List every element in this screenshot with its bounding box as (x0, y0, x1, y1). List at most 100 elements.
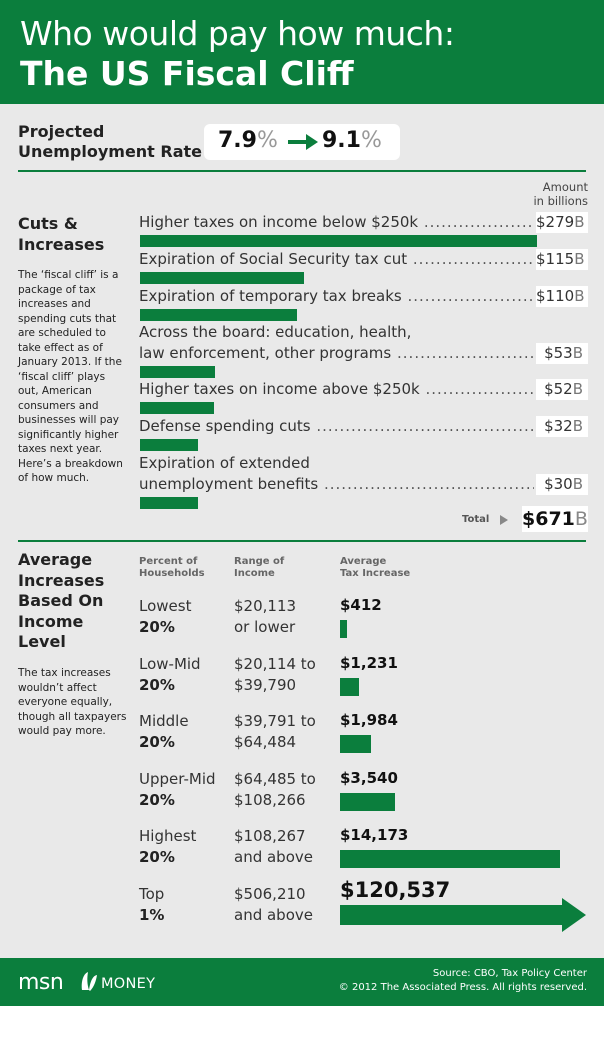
income-range: $108,267 and above (234, 827, 313, 866)
cut-item-label: Higher taxes on income below $250k .....… (139, 212, 534, 233)
cut-item-label-line: Across the board: education, health, (139, 323, 412, 341)
household-group-pct: 1% (139, 906, 165, 924)
msn-logo-text: msn (18, 970, 64, 995)
cut-item-label-line: law enforcement, other programs ........… (139, 343, 534, 364)
household-group-pct: 20% (139, 733, 175, 751)
tax-increase-value: $14,173 (340, 826, 409, 844)
cut-item-label: Expiration of extended unemployment benef… (139, 453, 534, 495)
cut-item-value: $52B (536, 379, 588, 400)
unemployment-label: Projected Unemployment Rate (18, 122, 203, 161)
unit-label: B (574, 508, 588, 530)
cut-item-value: $30B (536, 474, 588, 495)
cut-item-label-line: Defense spending cuts ..................… (139, 416, 534, 437)
bottom-strip (0, 1006, 604, 1038)
tax-increase-value: $412 (340, 596, 382, 614)
cuts-description: The ‘fiscal cliff’ is a package of tax i… (18, 269, 123, 484)
income-range: $20,113 or lower (234, 597, 297, 636)
leader-dots: ........................................… (412, 250, 534, 268)
cut-item-value: $53B (536, 343, 588, 364)
cut-item-value: $115B (536, 249, 588, 270)
total-value: $671B (522, 506, 588, 532)
leader-dots: ........................................… (407, 287, 535, 305)
income-range: $20,114 to $39,790 (234, 655, 316, 694)
footer: msn MONEY Source: CBO, Tax Policy Center… (0, 958, 604, 1006)
cut-item-label-line: Expiration of Social Security tax cut ..… (139, 249, 534, 270)
cut-item-label-line: Expiration of temporary tax breaks .....… (139, 286, 534, 307)
header-banner: Who would pay how much: The US Fiscal Cl… (0, 0, 604, 104)
tax-increase-bar-arrow (340, 898, 586, 932)
cut-item-label: Across the board: education, health, law … (139, 322, 534, 364)
cuts-title: Cuts & Increases (18, 214, 105, 254)
col-header-households: Percent of Households (139, 556, 205, 579)
leader-dots: ........................................… (397, 344, 534, 362)
household-group-pct: 20% (139, 791, 175, 809)
income-description: The tax increases wouldn’t affect everyo… (18, 667, 127, 737)
unemployment-box: 7.9% 9.1% (204, 124, 400, 160)
title-line-1: Who would pay how much: (20, 14, 455, 53)
total-value-number: $671 (522, 508, 575, 530)
money-logo-text: MONEY (101, 976, 156, 992)
income-range: $39,791 to $64,484 (234, 712, 316, 751)
income-title: Average Increases Based On Income Level (18, 550, 105, 651)
household-group-pct: 20% (139, 618, 175, 636)
total-label: Total (462, 514, 490, 525)
leader-dots: ........................................… (425, 380, 535, 398)
cut-item-label: Expiration of Social Security tax cut ..… (139, 249, 534, 270)
unemployment-from: 7.9% (218, 128, 278, 153)
cut-item-label-line: Higher taxes on income below $250k .....… (139, 212, 534, 233)
divider (18, 540, 586, 542)
pct-symbol: % (360, 128, 382, 153)
pct-symbol: % (256, 128, 278, 153)
amount-header: Amount in billions (533, 180, 588, 208)
household-group-name: Upper-Mid (139, 770, 216, 788)
household-group-name: Highest (139, 827, 197, 845)
leader-dots: ........................................… (324, 475, 534, 493)
cut-item-value: $279B (536, 212, 588, 233)
cut-item-label-line: Higher taxes on income above $250k .....… (139, 379, 534, 400)
tax-increase-value: $3,540 (340, 769, 398, 787)
cut-item-value: $110B (536, 286, 588, 307)
cut-item-bar (140, 439, 198, 451)
source-credit: Source: CBO, Tax Policy Center © 2012 Th… (338, 968, 587, 993)
tax-increase-value: $120,537 (340, 878, 451, 902)
cut-item-bar (140, 497, 198, 509)
tax-increase-bar (340, 850, 560, 868)
leader-dots: ........................................… (316, 417, 534, 435)
butterfly-logo-icon (81, 972, 97, 991)
tax-increase-bar (340, 735, 371, 753)
unemployment-from-value: 7.9 (218, 128, 257, 153)
title-line-2: The US Fiscal Cliff (20, 54, 354, 93)
tax-increase-bar (340, 620, 347, 638)
household-group-pct: 20% (139, 676, 175, 694)
triangle-right-icon (500, 515, 508, 525)
household-group-name: Top (139, 885, 165, 903)
cut-item-bar (140, 402, 214, 414)
household-group-name: Lowest (139, 597, 192, 615)
cut-item-bar (140, 235, 537, 247)
household-group-name: Middle (139, 712, 189, 730)
cut-item-label: Higher taxes on income above $250k .....… (139, 379, 534, 400)
tax-increase-bar (340, 678, 359, 696)
income-range: $64,485 to $108,266 (234, 770, 316, 809)
cut-item-bar (140, 272, 304, 284)
household-group-pct: 20% (139, 848, 175, 866)
tax-increase-value: $1,231 (340, 654, 398, 672)
cut-item-bar (140, 366, 215, 378)
divider (18, 170, 586, 172)
cut-item-label: Defense spending cuts ..................… (139, 416, 534, 437)
tax-increase-value: $1,984 (340, 711, 398, 729)
unemployment-to: 9.1% (322, 128, 382, 153)
cut-item-label: Expiration of temporary tax breaks .....… (139, 286, 534, 307)
tax-increase-bar (340, 793, 395, 811)
unemployment-to-value: 9.1 (322, 128, 361, 153)
cut-item-label-line: Expiration of extended (139, 454, 310, 472)
household-group-name: Low-Mid (139, 655, 201, 673)
cut-item-value: $32B (536, 416, 588, 437)
col-header-range: Range of Income (234, 556, 285, 579)
leader-dots: ........................................… (423, 213, 534, 231)
cut-item-label-line: unemployment benefits ..................… (139, 474, 534, 495)
income-range: $506,210 and above (234, 885, 313, 924)
arrow-right-icon (288, 134, 318, 150)
col-header-tax: Average Tax Increase (340, 556, 411, 579)
cut-item-bar (140, 309, 297, 321)
